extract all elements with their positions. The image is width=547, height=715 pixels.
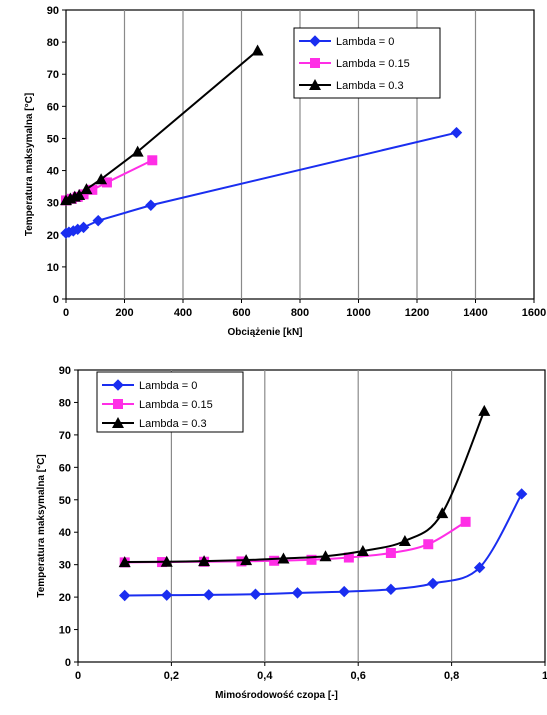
x-tick-label: 400	[174, 307, 192, 319]
data-point	[356, 545, 369, 557]
data-point	[269, 555, 280, 566]
legend-marker	[310, 58, 320, 68]
data-point	[249, 588, 262, 600]
y-axis-label: Temperatura maksymalna [°C]	[36, 454, 47, 597]
data-point	[80, 183, 93, 195]
data-point	[515, 488, 528, 500]
data-point	[306, 554, 317, 565]
y-tick-label: 20	[47, 230, 59, 242]
data-point	[385, 583, 397, 596]
legend-marker	[112, 417, 124, 428]
legend-label: Lambda = 0	[139, 380, 197, 392]
data-point	[161, 589, 173, 601]
y-tick-label: 90	[59, 365, 71, 377]
data-point	[101, 177, 112, 188]
legend-label: Lambda = 0.3	[336, 80, 404, 92]
series-line	[124, 493, 523, 597]
y-tick-label: 20	[59, 592, 71, 604]
legend-label: Lambda = 0	[336, 36, 394, 48]
chart-temperature-vs-eccentricity: 0 0,2 0,4 0,6 0,8 10102030405060708090Mimośro…	[36, 365, 547, 701]
x-tick-label: 0,8	[444, 670, 459, 682]
legend-marker	[309, 79, 321, 90]
x-tick-label: 0,4	[257, 670, 273, 682]
x-tick-label: 1400	[463, 307, 487, 319]
data-point	[87, 184, 98, 195]
data-point	[338, 585, 350, 598]
legend-marker	[309, 35, 321, 47]
series-line	[124, 410, 486, 564]
y-tick-label: 40	[59, 527, 71, 539]
data-point	[478, 404, 491, 416]
x-tick-label: 1600	[522, 307, 546, 319]
y-tick-label: 30	[59, 560, 71, 572]
data-point	[251, 44, 264, 56]
data-point	[160, 555, 173, 567]
data-point	[427, 577, 439, 590]
data-point	[436, 507, 449, 519]
data-point	[460, 516, 471, 527]
x-tick-label: 1200	[405, 307, 429, 319]
legend-marker	[112, 379, 124, 391]
y-tick-label: 80	[47, 37, 59, 49]
data-point	[450, 126, 463, 139]
chart-temperature-vs-load: 0 200 400 600 800 1000 1200 1400 1600 0 10 20 30 40 50…	[24, 5, 546, 338]
data-point	[198, 555, 211, 567]
x-tick-label: 600	[232, 307, 250, 319]
x-axis-label: Mimośrodowość czopa [-]	[215, 690, 338, 701]
x-tick-label: 1	[542, 670, 547, 682]
y-tick-label: 70	[59, 430, 71, 442]
y-tick-label: 90	[47, 5, 59, 17]
legend-marker	[113, 399, 123, 409]
x-axis-label: Obciążenie [kN]	[227, 327, 302, 338]
data-point	[203, 589, 215, 601]
data-point	[277, 552, 290, 564]
y-tick-label: 10	[47, 262, 59, 274]
data-point	[423, 539, 434, 550]
x-tick-label: 0,2	[164, 670, 179, 682]
x-tick-label: 0	[63, 307, 69, 319]
data-point	[118, 589, 131, 602]
y-tick-label: 0	[53, 294, 59, 306]
x-tick-label: 200	[115, 307, 133, 319]
data-point	[95, 173, 108, 185]
y-tick-label: 70	[47, 69, 59, 81]
data-point	[398, 534, 411, 546]
y-axis-label: Temperatura maksymalna [°C]	[24, 93, 35, 236]
y-tick-label: 60	[59, 462, 71, 474]
data-point	[77, 221, 90, 234]
data-point	[118, 556, 131, 568]
y-tick-label: 50	[47, 133, 59, 145]
x-tick-label: 800	[291, 307, 309, 319]
data-point	[131, 145, 144, 157]
data-point	[385, 547, 396, 558]
x-tick-label: 0,6	[351, 670, 366, 682]
data-point	[473, 561, 486, 574]
data-point	[73, 188, 86, 200]
data-point	[236, 556, 247, 567]
data-point	[145, 199, 157, 211]
y-tick-label: 60	[47, 101, 59, 113]
data-point	[291, 587, 304, 599]
y-tick-label: 40	[47, 166, 59, 178]
data-point	[319, 550, 332, 562]
data-point	[343, 552, 354, 563]
x-tick-label: 1000	[346, 307, 370, 319]
y-tick-label: 10	[59, 625, 71, 637]
y-tick-label: 50	[59, 495, 71, 507]
legend-label: Lambda = 0.15	[336, 58, 410, 70]
data-point	[147, 155, 158, 166]
y-tick-label: 80	[59, 397, 71, 409]
data-point	[92, 214, 104, 227]
data-point	[78, 189, 89, 200]
y-tick-label: 30	[47, 198, 59, 210]
legend-label: Lambda = 0.3	[139, 418, 207, 430]
data-point	[240, 554, 253, 566]
x-tick-label: 0	[75, 670, 81, 682]
legend-label: Lambda = 0.15	[139, 399, 213, 411]
y-tick-label: 0	[65, 657, 71, 669]
